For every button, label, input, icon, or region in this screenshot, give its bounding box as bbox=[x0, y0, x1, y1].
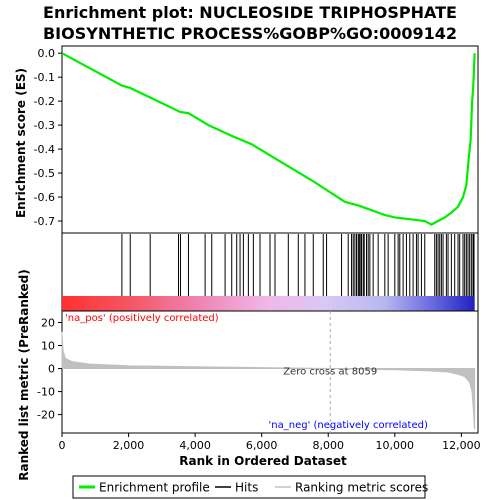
es-y-tick-label: -0.3 bbox=[34, 119, 55, 132]
rank-color-bar bbox=[62, 296, 475, 311]
negative-correlation-label: 'na_neg' (negatively correlated) bbox=[269, 420, 428, 431]
es-y-tick-label: -0.2 bbox=[34, 95, 55, 108]
es-panel: 0.0 -0.1 -0.2 -0.3 -0.4 -0.5 -0.6 -0.7 bbox=[34, 46, 478, 233]
positive-correlation-label: 'na_pos' (positively correlated) bbox=[65, 313, 219, 324]
es-y-axis-label: Enrichment score (ES) bbox=[14, 68, 28, 218]
metric-y-tick-label: -10 bbox=[37, 386, 55, 399]
es-y-tick-label: -0.5 bbox=[34, 167, 55, 180]
x-tick-label: 6,000 bbox=[246, 439, 278, 452]
x-axis-label: Rank in Ordered Dataset bbox=[179, 454, 347, 468]
x-tick-label: 12,000 bbox=[442, 439, 481, 452]
chart-title-line2: BIOSYNTHETIC PROCESS%GOBP%GO:0009142 bbox=[43, 24, 457, 43]
es-y-tick-label: -0.4 bbox=[34, 143, 55, 156]
chart-title-line1: Enrichment plot: NUCLEOSIDE TRIPHOSPHATE bbox=[43, 3, 457, 22]
metric-plot-frame bbox=[62, 311, 478, 433]
metric-y-tick-label: 10 bbox=[41, 340, 55, 353]
metric-panel: Zero cross at 8059 'na_pos' (positively c… bbox=[37, 311, 481, 452]
es-y-tick-label: -0.1 bbox=[34, 71, 55, 84]
metric-y-tick-label: 0 bbox=[48, 363, 55, 376]
zero-cross-label: Zero cross at 8059 bbox=[283, 366, 377, 377]
es-y-tick-label: -0.7 bbox=[34, 215, 55, 228]
x-tick-label: 8,000 bbox=[312, 439, 344, 452]
es-y-tick-label: 0.0 bbox=[38, 47, 56, 60]
x-tick-label: 10,000 bbox=[376, 439, 415, 452]
legend-label-enrichment-profile: Enrichment profile bbox=[99, 481, 210, 495]
es-plot-frame bbox=[62, 46, 478, 233]
legend: Enrichment profile Hits Ranking metric s… bbox=[73, 476, 428, 498]
rank-gradient-bar bbox=[62, 296, 475, 311]
legend-label-ranking-metric: Ranking metric scores bbox=[295, 481, 428, 495]
x-tick-label: 2,000 bbox=[113, 439, 145, 452]
legend-label-hits: Hits bbox=[235, 481, 258, 495]
metric-y-tick-label: -20 bbox=[37, 409, 55, 422]
es-y-tick-label: -0.6 bbox=[34, 191, 55, 204]
x-tick-label: 0 bbox=[59, 439, 66, 452]
x-tick-label: 4,000 bbox=[179, 439, 211, 452]
metric-y-axis-label: Ranked list metric (PreRanked) bbox=[17, 269, 31, 481]
metric-y-tick-label: 20 bbox=[41, 317, 55, 330]
